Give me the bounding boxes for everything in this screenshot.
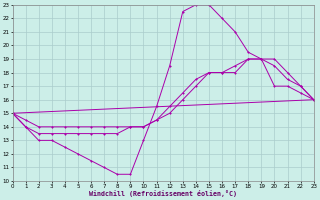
X-axis label: Windchill (Refroidissement éolien,°C): Windchill (Refroidissement éolien,°C) [89, 190, 237, 197]
